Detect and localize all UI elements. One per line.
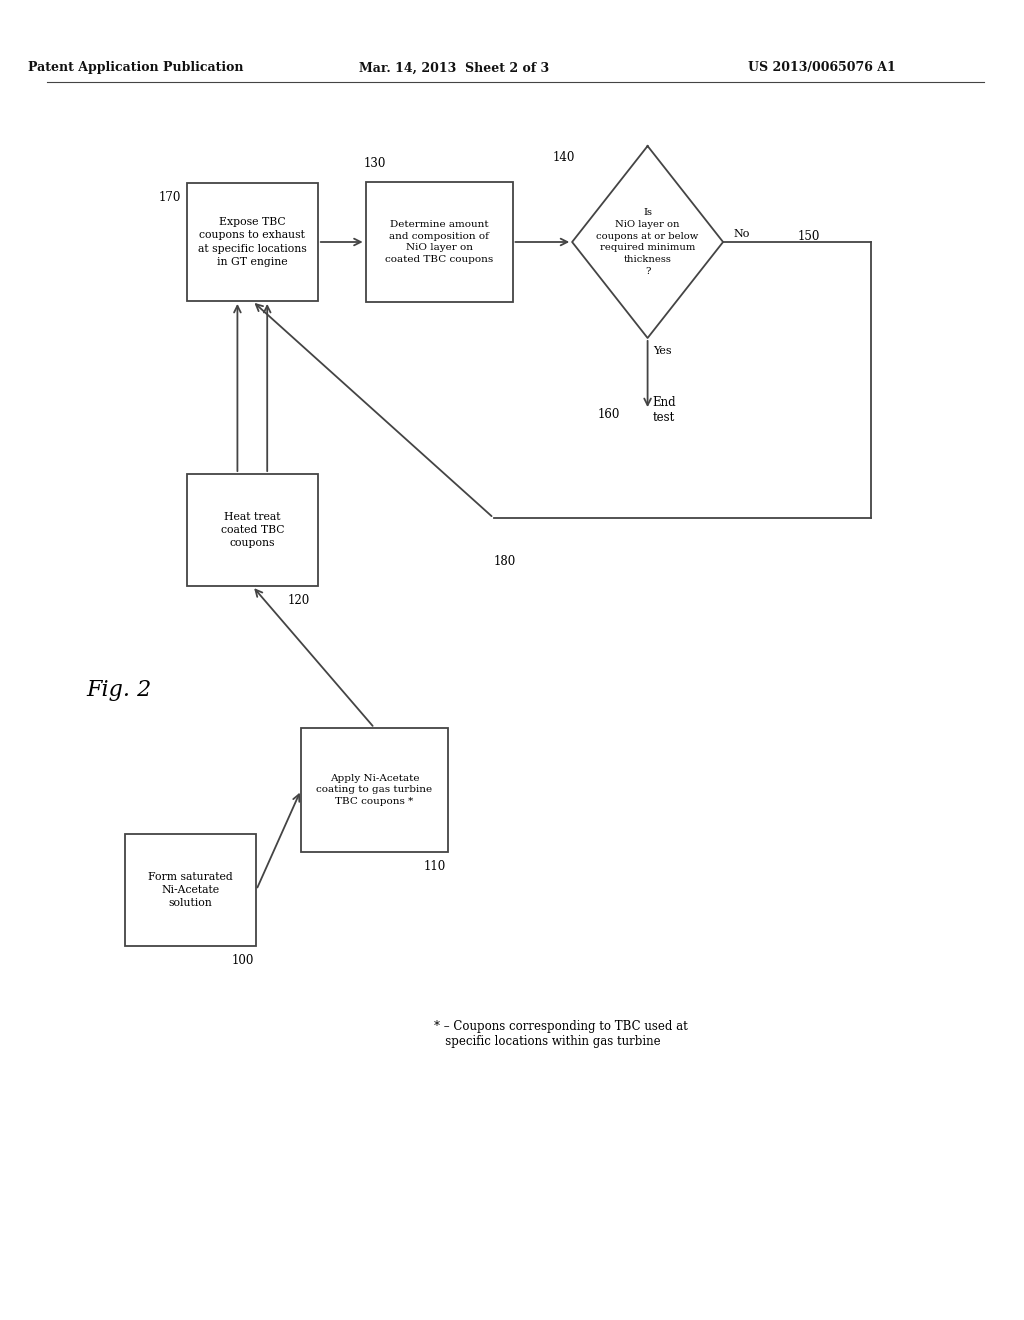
Text: 130: 130 [364,157,386,170]
Text: * – Coupons corresponding to TBC used at
   specific locations within gas turbin: * – Coupons corresponding to TBC used at… [434,1020,688,1048]
Text: 180: 180 [494,554,516,568]
Text: 100: 100 [231,954,254,968]
Text: No: No [733,228,750,239]
Text: 110: 110 [423,861,445,873]
Bar [186,474,317,586]
Text: Fig. 2: Fig. 2 [86,678,152,701]
Text: Patent Application Publication: Patent Application Publication [29,62,244,74]
Bar [186,183,317,301]
Text: Expose TBC
coupons to exhaust
at specific locations
in GT engine: Expose TBC coupons to exhaust at specifi… [198,218,306,267]
Bar [301,729,447,851]
Bar [366,182,513,302]
Text: 140: 140 [552,150,574,164]
Text: Apply Ni-Acetate
coating to gas turbine
TBC coupons *: Apply Ni-Acetate coating to gas turbine … [316,774,432,807]
Text: End
test: End test [652,396,676,424]
Text: Mar. 14, 2013  Sheet 2 of 3: Mar. 14, 2013 Sheet 2 of 3 [358,62,549,74]
Text: 150: 150 [798,231,820,243]
Text: Determine amount
and composition of
NiO layer on
coated TBC coupons: Determine amount and composition of NiO … [385,220,494,264]
Bar [125,834,256,946]
Text: 160: 160 [598,408,621,421]
Text: Heat treat
coated TBC
coupons: Heat treat coated TBC coupons [220,512,284,548]
Text: Is
NiO layer on
coupons at or below
required minimum
thickness
?: Is NiO layer on coupons at or below requ… [596,209,698,276]
Text: 120: 120 [288,594,310,607]
Text: US 2013/0065076 A1: US 2013/0065076 A1 [748,62,895,74]
Text: Form saturated
Ni-Acetate
solution: Form saturated Ni-Acetate solution [148,871,233,908]
Text: 170: 170 [159,191,181,205]
Text: Yes: Yes [653,346,672,356]
